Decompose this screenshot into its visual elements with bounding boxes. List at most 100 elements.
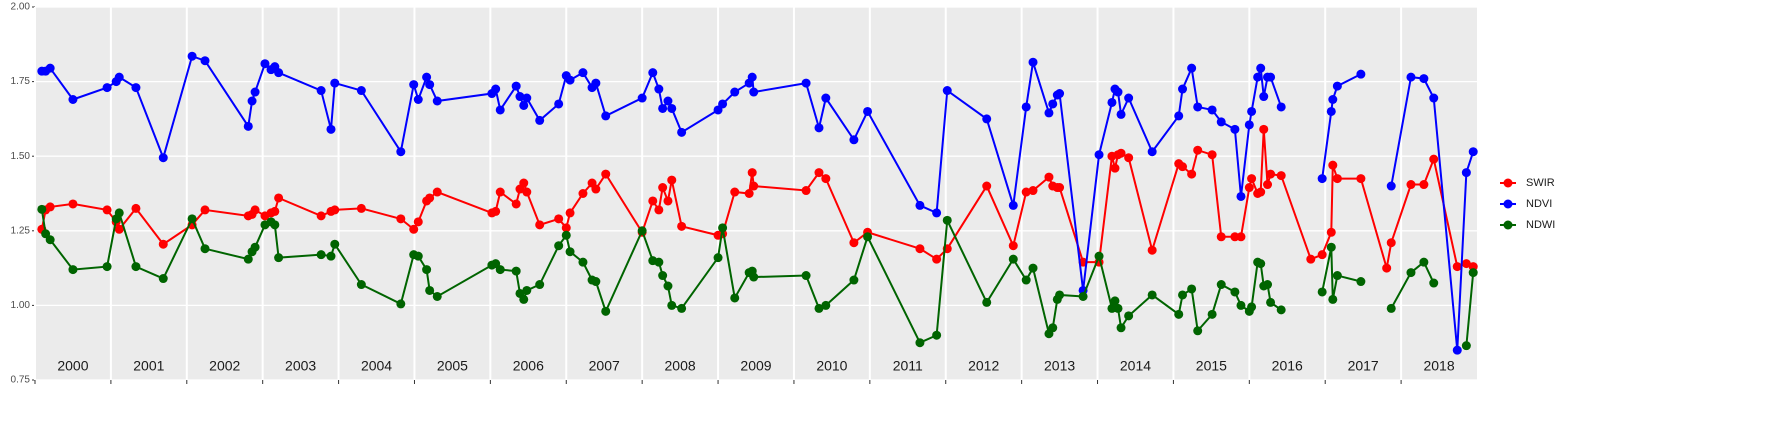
point [326,251,336,261]
point [648,68,658,78]
point [1178,84,1188,94]
point [1236,232,1246,242]
point [747,168,757,178]
point [591,184,601,194]
point [1259,124,1269,134]
point [1230,287,1240,297]
point [1452,262,1462,272]
point [1386,303,1396,313]
point [45,63,55,73]
point [158,274,168,284]
point [102,205,112,215]
point [554,99,564,109]
point [1147,147,1157,157]
point [102,83,112,93]
point [1328,294,1338,304]
point [658,183,668,193]
point [1178,290,1188,300]
point [187,51,197,61]
point [1008,200,1018,210]
point [982,114,992,124]
point [422,265,432,275]
point [1107,97,1117,107]
point [495,265,505,275]
point [749,272,759,282]
point [663,196,673,206]
point [270,220,280,230]
point [158,239,168,249]
point [578,257,588,267]
point [1419,180,1429,190]
point [326,124,336,134]
point [1124,93,1134,103]
point [158,153,168,163]
point [515,92,525,102]
point [601,111,611,121]
point [425,80,435,90]
point [1055,183,1065,193]
point [1468,147,1478,157]
point [849,135,859,145]
point [814,168,824,178]
point [1452,345,1462,355]
point [1113,87,1123,97]
point [1055,89,1065,99]
point [519,100,529,110]
point [915,200,925,210]
point [637,226,647,236]
point [601,169,611,179]
point [511,81,521,91]
point [491,206,501,216]
point [1461,168,1471,178]
point [1110,296,1120,306]
point [601,306,611,316]
point [1406,268,1416,278]
point [1048,99,1058,109]
year-label: 2004 [361,358,392,374]
year-label: 2013 [1044,358,1075,374]
point [1356,174,1366,184]
point [915,338,925,348]
point [1193,326,1203,336]
point [554,241,564,251]
point [131,203,141,213]
legend-key-point [1503,199,1513,209]
point [1468,268,1478,278]
point [1187,169,1197,179]
point [45,202,55,212]
point [316,250,326,260]
point [422,72,432,82]
point [821,300,831,310]
point [718,99,728,109]
point [1256,63,1266,73]
point [511,266,521,276]
point [578,189,588,198]
point [1276,171,1286,181]
point [663,96,673,106]
point [1021,275,1031,285]
point [1386,181,1396,191]
point [1008,254,1018,264]
point [45,235,55,245]
point [356,86,366,96]
point [561,230,571,240]
point [565,75,575,85]
point [561,223,571,233]
point [535,115,545,125]
point [654,84,664,94]
point [522,187,532,197]
point [270,206,280,216]
point [814,123,824,133]
point [1419,257,1429,267]
point [1326,242,1336,252]
point [1147,245,1157,255]
point [648,196,658,206]
point [744,189,754,198]
year-label: 2007 [589,358,620,374]
legend-key-point [1503,220,1513,230]
point [814,303,824,313]
point [1193,145,1203,155]
point [1207,105,1217,115]
point [409,80,419,90]
point [1028,263,1038,273]
